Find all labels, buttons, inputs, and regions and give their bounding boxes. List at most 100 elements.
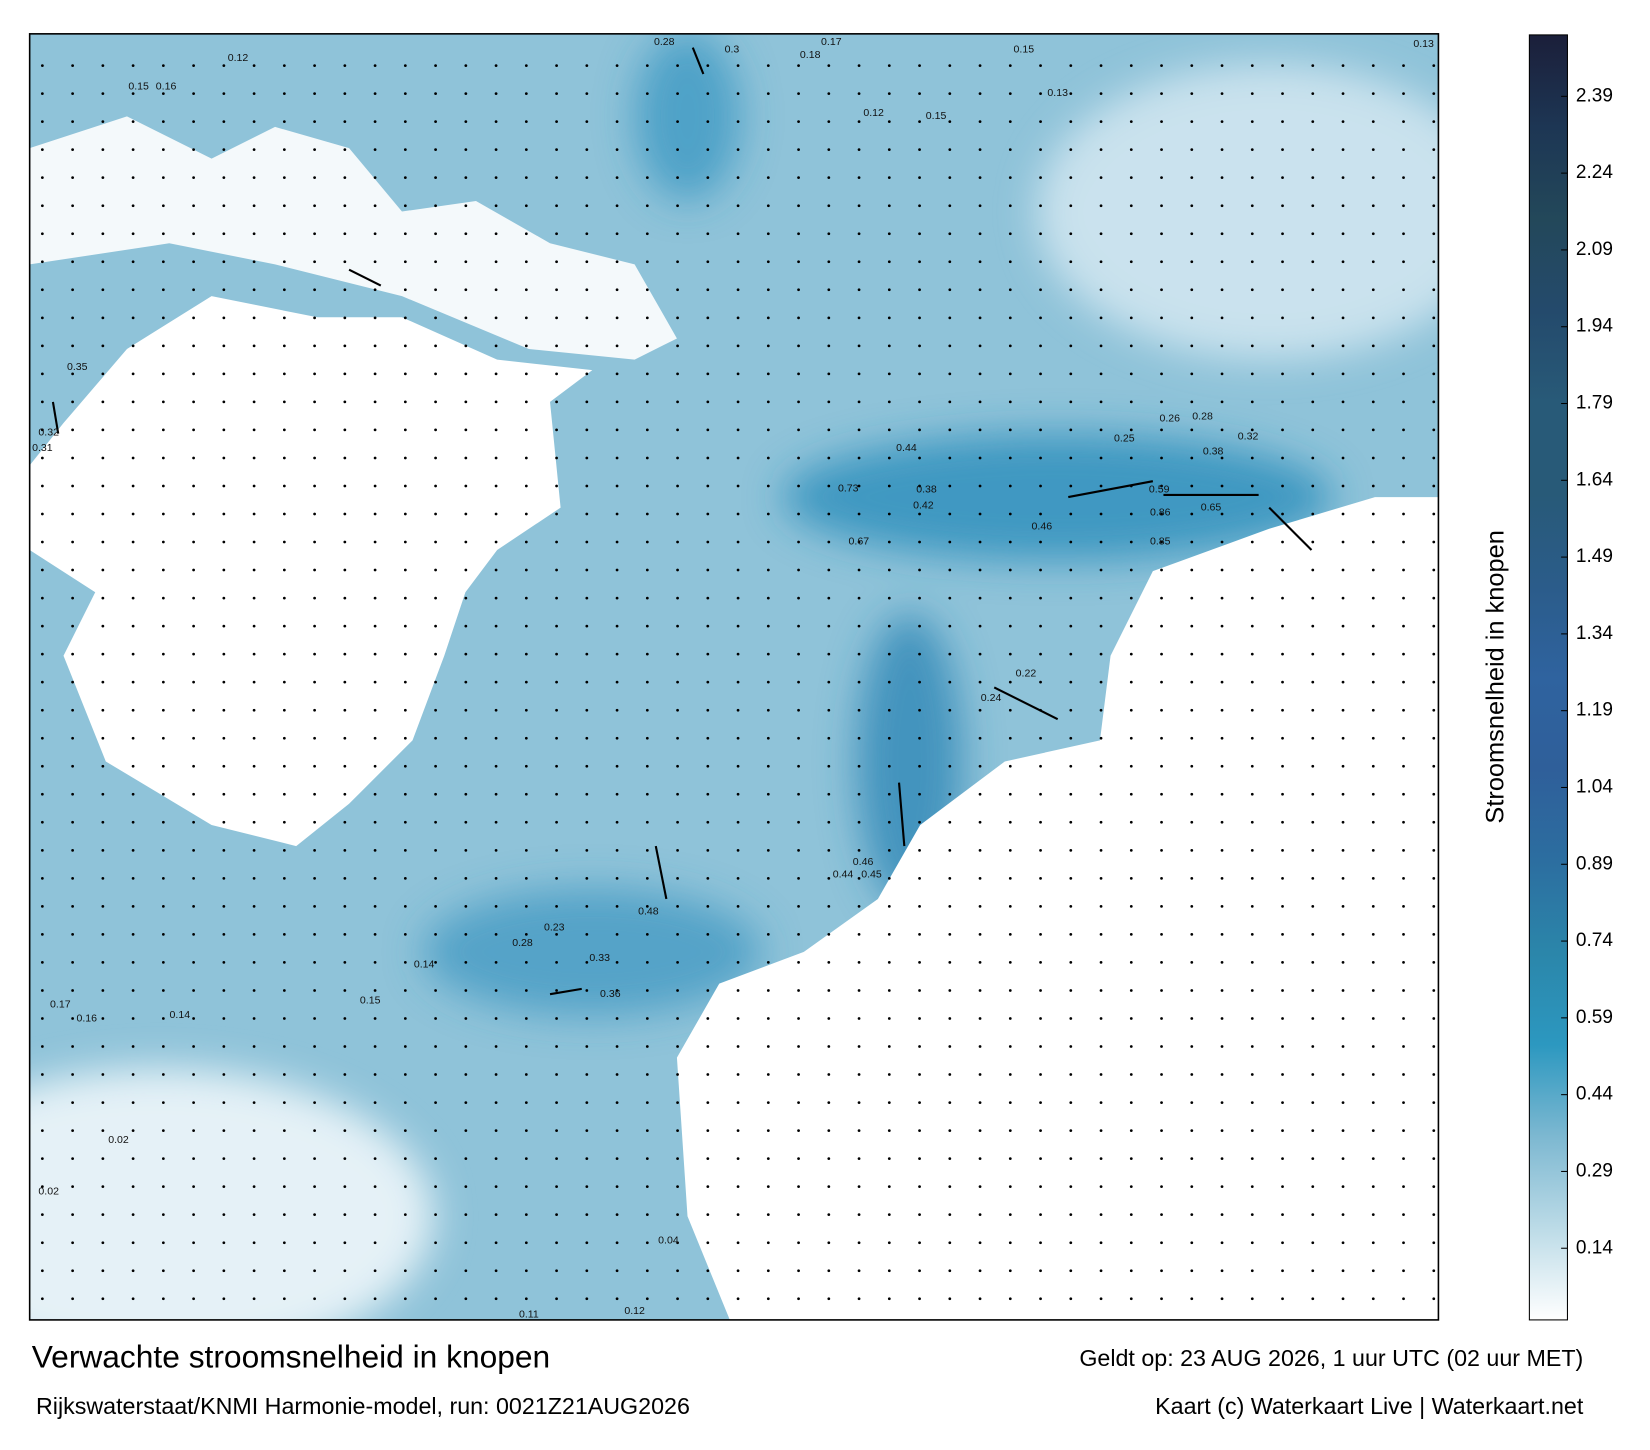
grid-dot — [101, 1045, 105, 1048]
grid-dot — [1311, 989, 1315, 992]
grid-dot — [736, 792, 740, 796]
grid-dot — [524, 764, 528, 768]
grid-dot — [434, 989, 437, 992]
grid-dot — [1039, 876, 1042, 880]
grid-dot — [1402, 596, 1405, 600]
grid-dot — [948, 736, 952, 740]
grid-dot — [615, 708, 619, 712]
grid-dot — [585, 232, 589, 236]
grid-dot — [343, 1129, 347, 1132]
grid-dot — [706, 1185, 710, 1189]
grid-dot — [252, 905, 256, 908]
grid-dot — [1008, 316, 1012, 320]
grid-dot — [1281, 540, 1284, 544]
grid-dot — [252, 456, 256, 460]
grid-dot — [1281, 204, 1284, 208]
grid-dot — [131, 848, 135, 852]
grid-dot — [71, 933, 74, 936]
grid-dot — [464, 1101, 468, 1104]
grid-dot — [1008, 708, 1012, 712]
grid-dot — [978, 568, 982, 572]
grid-dot — [1129, 1185, 1133, 1189]
grid-dot — [978, 400, 982, 404]
grid-dot — [101, 792, 105, 796]
grid-dot — [615, 905, 619, 908]
grid-dot — [1039, 1129, 1042, 1132]
grid-dot — [252, 176, 256, 180]
grid-dot — [192, 176, 195, 180]
grid-dot — [403, 400, 407, 404]
grid-dot — [978, 428, 982, 432]
grid-dot — [948, 344, 952, 348]
grid-dot — [1311, 764, 1315, 768]
grid-dot — [494, 484, 498, 488]
grid-dot — [1069, 848, 1073, 852]
grid-dot — [101, 961, 105, 964]
grid-dot — [282, 1213, 286, 1217]
grid-dot — [403, 456, 407, 460]
grid-dot — [222, 1045, 226, 1048]
grid-dot — [131, 540, 135, 544]
grid-dot — [403, 848, 407, 852]
grid-dot — [857, 1213, 861, 1217]
grid-dot — [524, 876, 528, 880]
grid-dot — [1008, 400, 1012, 404]
grid-dot — [766, 1073, 770, 1076]
grid-dot — [1402, 92, 1405, 95]
grid-dot — [1311, 708, 1315, 712]
grid-dot — [1099, 428, 1103, 432]
grid-dot — [343, 540, 347, 544]
grid-dot — [192, 484, 195, 488]
grid-dot — [192, 1269, 195, 1273]
grid-dot — [978, 260, 982, 264]
grid-dot — [676, 428, 679, 432]
grid-dot — [131, 933, 135, 936]
grid-dot — [1039, 905, 1042, 908]
grid-dot — [766, 820, 770, 824]
grid-dot — [676, 1073, 679, 1076]
grid-dot — [524, 792, 528, 796]
grid-dot — [252, 736, 256, 740]
grid-dot — [343, 1213, 347, 1217]
grid-dot — [1160, 232, 1163, 236]
grid-dot — [1008, 1185, 1012, 1189]
grid-dot — [161, 1213, 165, 1217]
grid-dot — [71, 64, 74, 67]
grid-dot — [1129, 876, 1133, 880]
grid-dot — [555, 708, 558, 712]
grid-dot — [736, 64, 740, 67]
grid-dot — [1281, 596, 1284, 600]
grid-dot — [1008, 344, 1012, 348]
grid-dot — [948, 961, 952, 964]
grid-dot — [1099, 933, 1103, 936]
grid-dot — [373, 820, 377, 824]
grid-dot — [222, 288, 226, 292]
grid-dot — [343, 484, 347, 488]
grid-dot — [1069, 372, 1073, 376]
grid-dot — [918, 400, 921, 404]
grid-dot — [1402, 1129, 1405, 1132]
grid-dot — [403, 372, 407, 376]
grid-dot — [1190, 708, 1194, 712]
grid-dot — [706, 148, 710, 152]
grid-dot — [1190, 1297, 1194, 1301]
grid-dot — [192, 1017, 195, 1020]
grid-dot — [403, 1045, 407, 1048]
grid-dot — [1069, 512, 1073, 516]
grid-dot — [555, 148, 558, 152]
grid-dot — [585, 1185, 589, 1189]
grid-dot — [161, 596, 165, 600]
grid-dot — [40, 316, 44, 320]
grid-dot — [827, 905, 831, 908]
grid-dot — [464, 1297, 468, 1301]
grid-dot — [192, 1045, 195, 1048]
grid-dot — [1190, 92, 1194, 95]
grid-dot — [343, 680, 347, 684]
grid-dot — [313, 652, 316, 656]
grid-dot — [101, 1017, 105, 1020]
grid-dot — [887, 1269, 891, 1273]
grid-dot — [464, 1129, 468, 1132]
grid-dot — [736, 680, 740, 684]
colorbar-tick-label: 1.19 — [1576, 700, 1613, 721]
grid-dot — [1160, 1101, 1163, 1104]
